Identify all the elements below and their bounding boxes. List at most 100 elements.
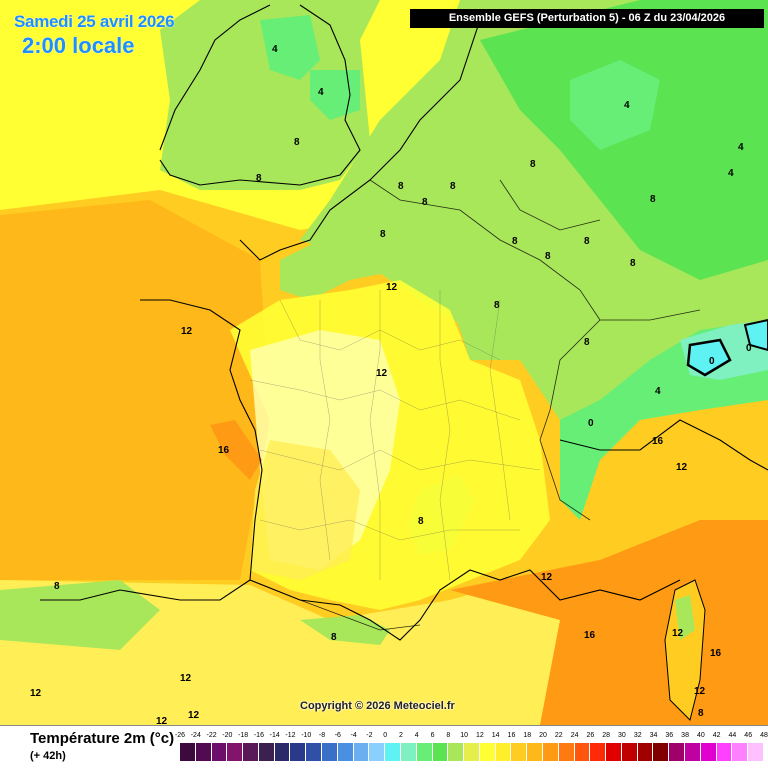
map-label: 8 [530,159,536,170]
map-label: 0 [588,418,594,429]
map-label: 12 [30,688,42,699]
legend-swatch [195,743,212,761]
legend-scale [180,743,764,761]
legend-tick: -2 [366,732,373,739]
map-label: 0 [746,343,752,354]
legend-swatch [685,743,701,761]
legend-tick: -10 [301,732,312,739]
legend-tick: 22 [554,732,563,739]
legend-tick: 38 [681,732,689,739]
map-label: 8 [398,181,404,192]
legend-title: Température 2m (°c) [30,730,175,747]
map-label: 12 [180,673,192,684]
map-label: 12 [376,368,388,379]
legend-swatch [606,743,622,761]
legend-tick: 12 [475,732,484,739]
map-label: 12 [386,282,398,293]
forecast-date: Samedi 25 avril 2026 [14,12,175,31]
legend-tick: 10 [460,732,468,739]
legend-swatch [432,743,449,761]
legend-tick: 6 [430,732,435,739]
legend-tick: 8 [446,732,451,739]
legend-tick: 40 [696,732,705,739]
legend-tick: -16 [253,732,264,739]
legend-swatch [653,743,670,761]
legend-tick: 28 [602,732,611,739]
legend-swatch [416,743,433,761]
map-label: 4 [624,100,630,111]
map-label: 8 [331,632,337,643]
legend-tick: 46 [744,732,753,739]
map-label: 4 [272,44,278,55]
legend-tick: 24 [570,732,579,739]
legend-swatch [353,743,370,761]
legend-swatch [322,743,338,761]
country-borders [299,179,701,631]
map-label: 8 [294,137,300,148]
legend-swatch [511,743,528,761]
map-label: 12 [188,710,200,721]
map-label: 12 [181,326,193,337]
map-label: 8 [650,194,656,205]
alps-zero-contour-2 [743,318,768,352]
map-label: 16 [652,436,664,447]
legend-tick: -14 [269,732,280,739]
legend-swatch [258,743,275,761]
legend-swatch [748,743,764,761]
legend-swatch [448,743,465,761]
map-label: 8 [380,229,386,240]
map-label: 8 [545,251,551,262]
map-label: 8 [512,236,518,247]
legend-swatch [527,743,543,761]
france-north-green-zone [280,220,520,360]
legend-swatch [732,743,749,761]
legend-tick: 32 [633,732,642,739]
legend-tick: 26 [586,732,595,739]
map-label: 4 [655,386,661,397]
corsica-green-patch [675,595,695,640]
legend-tick: 0 [383,732,388,739]
germany-cool-patch [570,60,660,150]
color-legend: Température 2m (°c) (+ 42h) -26 -24 -22 -20… [0,725,768,769]
department-borders [249,290,541,581]
legend-tick: -4 [350,732,357,739]
legend-swatch [542,743,559,761]
map-label: 0 [709,356,715,367]
legend-swatch [558,743,575,761]
map-label: 12 [541,572,553,583]
map-label: 8 [584,236,590,247]
legend-swatch [290,743,307,761]
aquitaine-zone [250,440,360,580]
legend-tick: 44 [728,732,737,739]
legend-tick: 34 [649,732,658,739]
legend-swatch [180,743,196,761]
copyright: Copyright © 2026 Meteociel.fr [300,700,455,712]
legend-tick: 4 [414,732,419,739]
map-label: 16 [218,445,230,456]
map-label: 12 [672,628,684,639]
legend-tick: -20 [222,732,233,739]
legend-tick: 18 [523,732,532,739]
map-label: 8 [630,258,636,269]
legend-swatch [495,743,512,761]
atlantic-orange-zone [0,200,270,580]
legend-tick: 14 [491,732,500,739]
legend-tick: 42 [712,732,721,739]
model-run-banner: Ensemble GEFS (Perturbation 5) - 06 Z du… [410,9,764,28]
map-label: 4 [318,87,324,98]
bay-warm-patch [210,420,262,480]
legend-swatch [590,743,607,761]
legend-tick: -22 [206,732,217,739]
map-label: 8 [698,708,704,719]
map-label: 8 [584,337,590,348]
map-label: 16 [584,630,596,641]
legend-swatch [369,743,386,761]
coastlines [40,4,768,641]
legend-tick: 30 [618,732,626,739]
legend-swatch [385,743,401,761]
legend-swatch [637,743,654,761]
legend-swatch [227,743,244,761]
map-label: 8 [418,516,424,527]
map-label: 16 [710,648,722,659]
legend-tick: -12 [285,732,296,739]
